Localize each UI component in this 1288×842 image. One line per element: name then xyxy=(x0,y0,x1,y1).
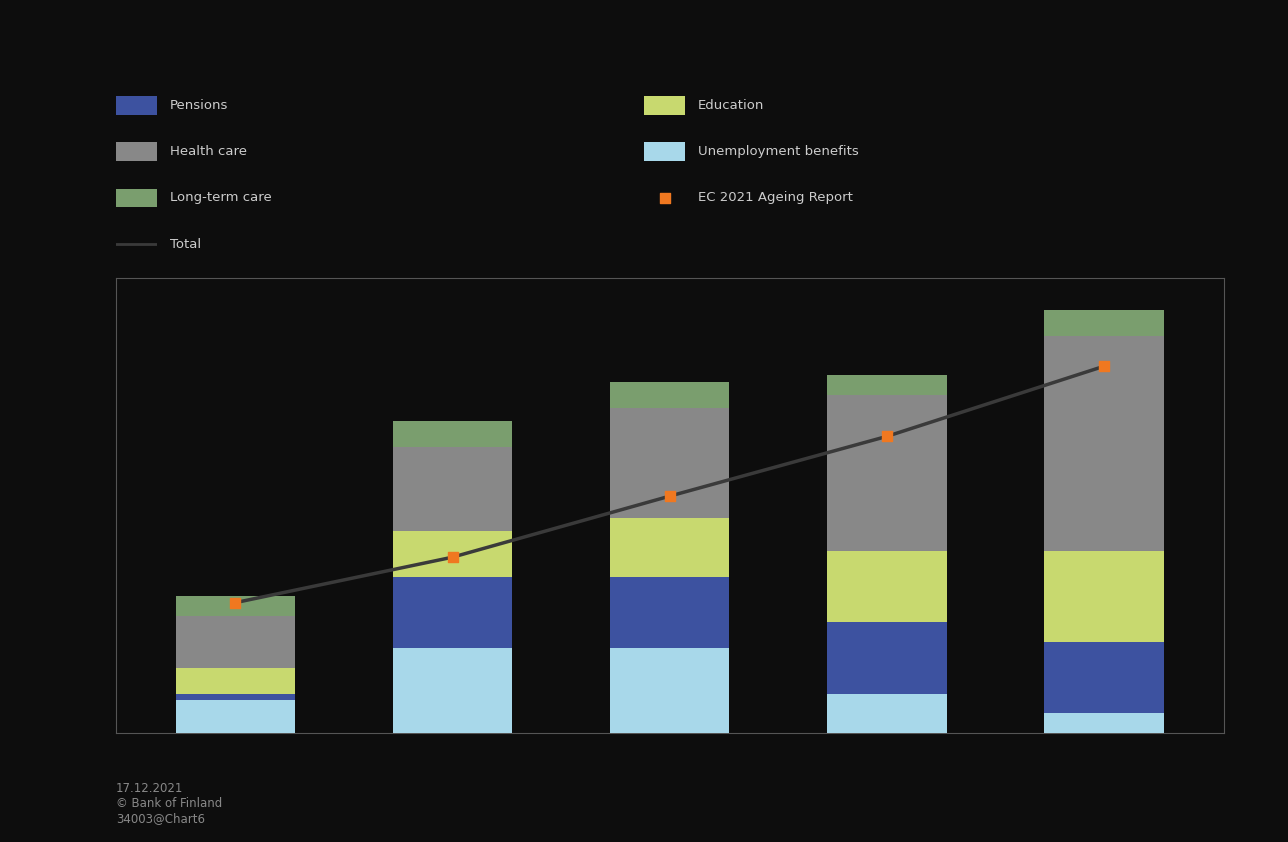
Bar xyxy=(175,668,295,694)
Bar xyxy=(611,648,729,733)
Text: EC 2021 Ageing Report: EC 2021 Ageing Report xyxy=(698,191,853,205)
Text: Pensions: Pensions xyxy=(170,99,228,112)
Bar xyxy=(393,648,513,733)
Bar xyxy=(1045,642,1164,713)
Bar xyxy=(393,447,513,531)
Bar xyxy=(393,421,513,447)
Bar xyxy=(393,531,513,577)
Point xyxy=(225,596,246,610)
Bar xyxy=(611,381,729,408)
Bar xyxy=(827,395,947,551)
Bar xyxy=(175,700,295,733)
Bar xyxy=(175,616,295,668)
Text: Long-term care: Long-term care xyxy=(170,191,272,205)
Bar xyxy=(1045,551,1164,642)
Bar xyxy=(1045,713,1164,733)
Point xyxy=(1094,360,1114,373)
Bar xyxy=(1045,311,1164,336)
Bar xyxy=(827,376,947,395)
Point xyxy=(877,429,898,443)
Bar xyxy=(611,408,729,518)
Bar xyxy=(827,694,947,733)
Bar xyxy=(827,551,947,622)
Point xyxy=(442,551,462,564)
Bar xyxy=(1045,336,1164,551)
Text: 17.12.2021
© Bank of Finland
34003@Chart6: 17.12.2021 © Bank of Finland 34003@Chart… xyxy=(116,782,222,825)
Bar xyxy=(175,694,295,700)
Point xyxy=(841,115,862,128)
Text: Total: Total xyxy=(170,237,201,251)
Bar xyxy=(611,577,729,648)
Text: Unemployment benefits: Unemployment benefits xyxy=(698,145,859,158)
Bar xyxy=(611,518,729,577)
Text: Education: Education xyxy=(698,99,765,112)
Bar xyxy=(175,596,295,616)
Bar xyxy=(827,622,947,694)
Point xyxy=(659,489,680,503)
Text: Health care: Health care xyxy=(170,145,247,158)
Bar xyxy=(393,577,513,648)
